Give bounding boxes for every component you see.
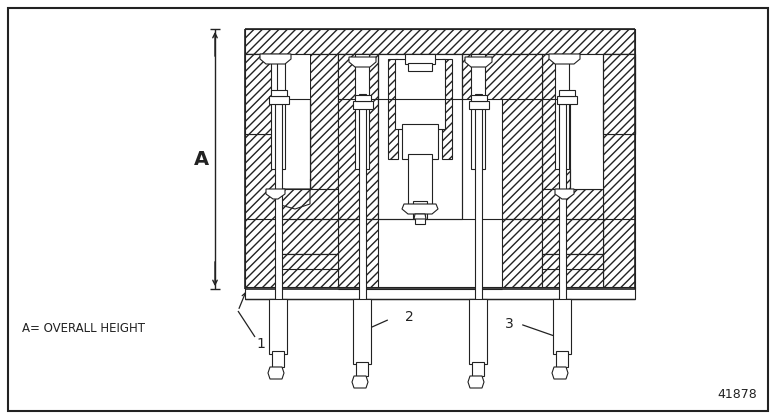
- Bar: [471, 95, 487, 101]
- Polygon shape: [465, 57, 492, 67]
- Bar: [469, 299, 487, 364]
- Polygon shape: [414, 214, 426, 219]
- Bar: [277, 99, 310, 189]
- Bar: [542, 209, 603, 289]
- Bar: [469, 101, 489, 109]
- Bar: [408, 154, 432, 204]
- Text: 41878: 41878: [717, 388, 757, 401]
- Bar: [413, 201, 427, 219]
- Text: A= OVERALL HEIGHT: A= OVERALL HEIGHT: [22, 323, 145, 336]
- Polygon shape: [468, 376, 484, 388]
- Bar: [542, 189, 603, 254]
- Bar: [338, 219, 378, 289]
- Bar: [603, 54, 635, 289]
- Bar: [338, 54, 378, 219]
- Bar: [557, 96, 577, 104]
- Bar: [310, 54, 338, 189]
- Bar: [245, 29, 635, 54]
- Bar: [402, 124, 438, 159]
- Bar: [559, 104, 566, 324]
- Bar: [472, 362, 484, 376]
- Bar: [338, 54, 542, 99]
- Bar: [271, 54, 285, 169]
- Polygon shape: [277, 189, 310, 209]
- Bar: [555, 54, 569, 169]
- Bar: [542, 54, 570, 189]
- Polygon shape: [260, 54, 291, 64]
- Bar: [277, 254, 338, 289]
- Bar: [388, 59, 398, 159]
- Polygon shape: [268, 367, 284, 379]
- Bar: [245, 54, 277, 134]
- Bar: [355, 95, 371, 101]
- Bar: [245, 287, 635, 299]
- Bar: [542, 254, 603, 289]
- Polygon shape: [555, 189, 574, 199]
- Bar: [353, 299, 371, 364]
- Bar: [570, 99, 603, 189]
- Polygon shape: [603, 54, 635, 134]
- Polygon shape: [402, 204, 438, 214]
- Polygon shape: [549, 54, 580, 64]
- Polygon shape: [245, 54, 277, 134]
- Bar: [570, 54, 603, 134]
- Bar: [502, 219, 542, 289]
- Bar: [603, 54, 635, 134]
- Polygon shape: [552, 367, 568, 379]
- Bar: [277, 99, 310, 179]
- Bar: [277, 209, 338, 289]
- Bar: [277, 54, 310, 134]
- Bar: [245, 54, 277, 134]
- Text: 2: 2: [405, 310, 414, 324]
- Bar: [359, 94, 366, 324]
- Bar: [603, 54, 635, 134]
- Bar: [245, 54, 277, 289]
- Text: 1: 1: [257, 337, 265, 351]
- Polygon shape: [266, 189, 285, 199]
- Text: A: A: [193, 150, 209, 168]
- Bar: [277, 189, 338, 254]
- Bar: [553, 299, 571, 354]
- Bar: [415, 214, 425, 224]
- Bar: [355, 54, 369, 169]
- Bar: [269, 299, 287, 354]
- Bar: [353, 101, 373, 109]
- Bar: [356, 362, 368, 376]
- Bar: [502, 54, 542, 219]
- Bar: [271, 90, 287, 96]
- Bar: [559, 90, 575, 96]
- Polygon shape: [349, 57, 376, 67]
- Bar: [378, 54, 462, 219]
- Bar: [269, 96, 289, 104]
- Bar: [405, 54, 435, 64]
- Bar: [408, 63, 432, 71]
- Bar: [395, 59, 445, 129]
- Bar: [556, 351, 568, 367]
- Bar: [275, 104, 282, 324]
- Text: 3: 3: [505, 317, 514, 331]
- Bar: [471, 54, 485, 169]
- Polygon shape: [352, 376, 368, 388]
- Bar: [272, 351, 284, 367]
- Bar: [475, 94, 482, 324]
- Bar: [442, 59, 452, 159]
